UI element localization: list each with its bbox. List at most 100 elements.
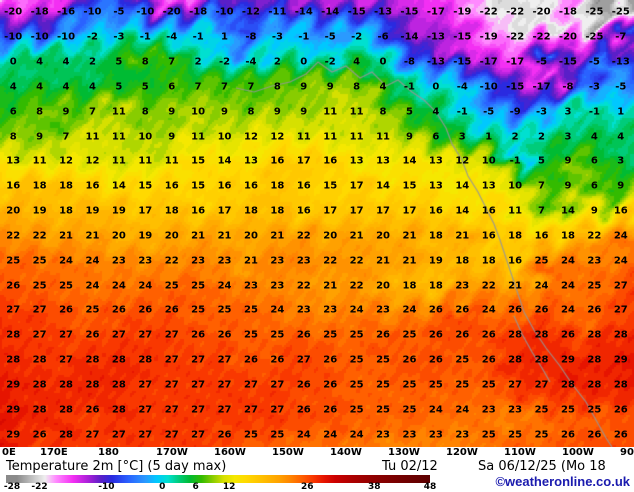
temp-value: 21 xyxy=(217,230,232,242)
temp-value: 28 xyxy=(111,404,126,416)
temp-value: -7 xyxy=(615,31,627,43)
temp-value: -25 xyxy=(585,31,604,43)
temp-value: -25 xyxy=(611,6,630,18)
temp-value: -9 xyxy=(509,106,521,118)
temp-value: 26 xyxy=(323,354,338,366)
temp-value: 11 xyxy=(323,131,338,143)
temp-value: 26 xyxy=(296,404,311,416)
temp-value: 21 xyxy=(508,280,523,292)
temp-value: 18 xyxy=(59,205,73,217)
temp-value: -2 xyxy=(218,56,231,68)
temp-value: 15 xyxy=(191,180,206,192)
temp-value: 6 xyxy=(432,131,440,143)
temp-value: 13 xyxy=(6,155,21,167)
temp-value: 8 xyxy=(273,81,281,93)
x-axis-label: 170W xyxy=(156,447,188,458)
temp-value: -1 xyxy=(139,31,151,43)
temp-value: 22 xyxy=(296,280,311,292)
temp-value: 24 xyxy=(534,280,549,292)
copyright-link[interactable]: ©weatheronline.co.uk xyxy=(495,474,630,489)
temp-value: 25 xyxy=(534,404,549,416)
temp-value: 28 xyxy=(85,379,100,391)
temp-value: 27 xyxy=(32,329,47,341)
temp-value: 25 xyxy=(270,429,285,441)
temp-value: 26 xyxy=(560,329,575,341)
temp-value: 23 xyxy=(455,429,470,441)
temp-value: 11 xyxy=(349,131,364,143)
temp-value: 28 xyxy=(587,329,602,341)
temp-value: 23 xyxy=(296,304,311,316)
temp-value: 22 xyxy=(164,255,179,267)
temp-value: 23 xyxy=(243,280,258,292)
temp-value: 16 xyxy=(296,205,311,217)
temp-value: 26 xyxy=(402,354,417,366)
temp-value: 28 xyxy=(508,329,523,341)
temp-value: 23 xyxy=(455,280,470,292)
temp-value: 10 xyxy=(508,180,523,192)
temp-value: 28 xyxy=(6,354,21,366)
temp-value: 25 xyxy=(32,255,47,267)
temp-value: 21 xyxy=(243,255,258,267)
temp-value: 16 xyxy=(191,205,206,217)
temp-value: 25 xyxy=(455,354,470,366)
temp-value: -3 xyxy=(535,106,548,118)
temp-value: 7 xyxy=(168,56,176,68)
temp-value: 11 xyxy=(111,106,126,118)
temp-value: 21 xyxy=(402,255,417,267)
temp-value: 24 xyxy=(402,304,417,316)
temp-value: -25 xyxy=(585,6,604,18)
temp-value: -1 xyxy=(456,106,468,118)
x-axis-label: 90 xyxy=(620,447,634,458)
temp-value: 23 xyxy=(191,255,206,267)
temp-value: 24 xyxy=(349,429,364,441)
temp-value: 27 xyxy=(164,429,179,441)
temp-value: -15 xyxy=(453,31,472,43)
temp-value: 27 xyxy=(508,379,523,391)
temp-value: 23 xyxy=(138,255,153,267)
temp-value: 23 xyxy=(508,404,523,416)
temp-value: 27 xyxy=(243,404,258,416)
temp-value: 27 xyxy=(138,404,153,416)
x-axis-label: 140W xyxy=(330,447,362,458)
temp-value: 25 xyxy=(85,304,100,316)
temp-value: 25 xyxy=(59,280,73,292)
temp-value: 26 xyxy=(85,329,100,341)
temp-value: 25 xyxy=(349,379,364,391)
temp-value: 26 xyxy=(323,404,338,416)
temp-value: 3 xyxy=(617,155,625,167)
temp-value: -19 xyxy=(453,6,472,18)
x-axis-label: 170E xyxy=(40,447,68,458)
temp-value: 27 xyxy=(59,329,73,341)
temp-value: 20 xyxy=(243,230,258,242)
temp-value: 25 xyxy=(508,429,523,441)
temp-value: 26 xyxy=(613,429,628,441)
temp-value: 27 xyxy=(138,329,153,341)
temp-value: 28 xyxy=(534,329,549,341)
temp-value: 18 xyxy=(428,230,443,242)
temp-value: 16 xyxy=(534,230,549,242)
temp-value: 0 xyxy=(300,56,308,68)
temp-value: 27 xyxy=(164,379,179,391)
temp-value: 18 xyxy=(481,255,496,267)
temp-value: 26 xyxy=(560,429,575,441)
temp-value: 21 xyxy=(349,230,364,242)
temp-value: 14 xyxy=(455,180,470,192)
temp-value: -22 xyxy=(479,6,498,18)
temp-value: 17 xyxy=(349,180,364,192)
temp-value: 25 xyxy=(32,280,47,292)
temp-value: 16 xyxy=(613,205,628,217)
temp-value: 21 xyxy=(323,280,338,292)
temp-value: -10 xyxy=(30,31,49,43)
temp-value: 11 xyxy=(32,155,47,167)
temp-value: 23 xyxy=(402,429,417,441)
temp-value: 17 xyxy=(217,205,232,217)
temp-value: 8 xyxy=(379,106,387,118)
temp-value: 25 xyxy=(481,429,496,441)
temp-value: 27 xyxy=(534,379,549,391)
temp-value: 16 xyxy=(164,180,179,192)
temp-value: -15 xyxy=(347,6,366,18)
temp-value: 26 xyxy=(59,304,73,316)
temp-value: 27 xyxy=(217,354,232,366)
temp-value: 24 xyxy=(111,280,126,292)
temp-value: -20 xyxy=(4,6,23,18)
